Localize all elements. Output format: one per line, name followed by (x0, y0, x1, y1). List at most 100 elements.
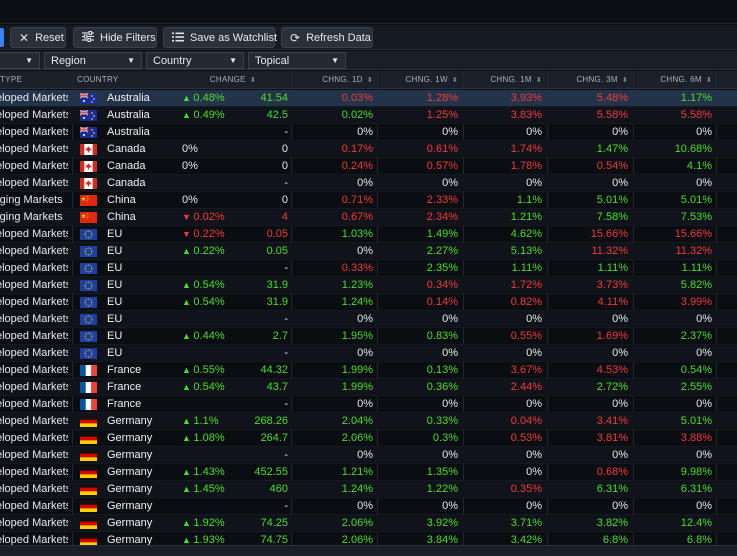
table-row[interactable]: eloped Markets Germany ▲ 1.08% 264.7 2.06% 0.… (0, 430, 737, 447)
germany-flag-icon (80, 501, 97, 512)
table-row[interactable]: eloped Markets EU ▲ 0.22% 0.05 0% 2.27% 5.13% 1… (0, 243, 737, 260)
arrow-up-icon: ▲ (182, 365, 194, 375)
column-header-chng-6m[interactable]: CHNG. 6M ⬍ (660, 75, 712, 84)
column-header-chng-1w[interactable]: CHNG. 1W ⬍ (405, 75, 458, 84)
chng-6m-cell: 7.53% (680, 211, 712, 223)
change-percent-cell: ▲ 1.43% (182, 464, 242, 481)
change-percent-cell: ▲ 0.22% (182, 243, 242, 260)
hide-filters-label: Hide Filters (100, 31, 156, 44)
chng-1w-cell: 0.13% (426, 364, 458, 376)
type-cell: eloped Markets (0, 279, 68, 291)
chng-6m-cell: 5.01% (680, 415, 712, 427)
table-row[interactable]: eloped Markets Canada 0% 0 0.17% 0.61% 1.74% 1.… (0, 141, 737, 158)
table-row[interactable]: eloped Markets Canada - 0% 0% 0% 0% 0% (0, 175, 737, 192)
table-row[interactable]: eloped Markets EU ▲ 0.54% 31.9 1.23% 0.34% 1.7… (0, 277, 737, 294)
table-row[interactable]: eloped Markets Germany ▲ 1.43% 452.55 1.21% 1… (0, 464, 737, 481)
table-row[interactable]: eloped Markets Germany ▲ 1.1% 268.26 2.04% 0.… (0, 413, 737, 430)
chng-1w-cell: 0.33% (426, 415, 458, 427)
table-row[interactable]: eloped Markets Germany - 0% 0% 0% 0% 0% (0, 447, 737, 464)
table-row[interactable]: eloped Markets Australia ▲ 0.48% 41.54 0.03%… (0, 90, 737, 107)
country-filter-select[interactable]: Country ▼ (146, 52, 244, 69)
table-row[interactable]: eloped Markets EU - 0% 0% 0% 0% 0% (0, 311, 737, 328)
region-filter-select[interactable]: Region ▼ (44, 52, 142, 69)
region-filter-label: Region (51, 54, 86, 67)
chng-1d-cell: 1.21% (341, 466, 373, 478)
table-row[interactable]: eloped Markets Germany ▲ 1.45% 460 1.24% 1.22… (0, 481, 737, 498)
type-cell: eloped Markets (0, 364, 68, 376)
table-row[interactable]: eloped Markets Australia - 0% 0% 0% 0% 0% (0, 124, 737, 141)
top-strip (0, 0, 737, 24)
canada-flag-icon (80, 161, 97, 172)
chng-1w-cell: 0.14% (426, 296, 458, 308)
chng-3m-cell: 5.48% (596, 92, 628, 104)
change-percent-cell: ▲ 0.54% (182, 277, 242, 294)
table-row[interactable]: eloped Markets EU ▲ 0.44% 2.7 1.95% 0.83% 0.55… (0, 328, 737, 345)
save-watchlist-button[interactable]: Save as Watchlist (163, 27, 277, 48)
chng-1d-cell: 0.17% (341, 143, 373, 155)
china-flag-icon (80, 212, 97, 223)
chng-1m-cell: 3.67% (510, 364, 542, 376)
table-row[interactable]: eloped Markets France ▲ 0.54% 43.7 1.99% 0.36… (0, 379, 737, 396)
type-filter-select[interactable]: ▼ (0, 52, 40, 69)
country-cell: EU (107, 279, 123, 291)
change-percent-cell (182, 311, 242, 328)
refresh-data-button[interactable]: ⟳ Refresh Data (281, 27, 373, 48)
chng-1d-cell: 0% (357, 126, 373, 138)
country-cell: Germany (107, 517, 153, 529)
arrow-up-icon: ▲ (182, 246, 194, 256)
chng-1d-cell: 0% (357, 177, 373, 189)
chng-6m-cell: 1.17% (680, 92, 712, 104)
column-header-type[interactable]: TYPE (0, 75, 23, 84)
chng-1d-cell: 1.24% (341, 296, 373, 308)
table-row[interactable]: eloped Markets EU - 0.33% 2.35% 1.11% 1.11% 1.1… (0, 260, 737, 277)
type-cell: eloped Markets (0, 313, 68, 325)
table-row[interactable]: eloped Markets EU ▼ 0.22% 0.05 1.03% 1.49% 4.6… (0, 226, 737, 243)
hide-filters-button[interactable]: Hide Filters (73, 27, 157, 48)
column-header-chng-1m[interactable]: CHNG. 1M ⬍ (490, 75, 542, 84)
arrow-up-icon: ▲ (182, 518, 194, 528)
change-percent-cell: ▼ 0.02% (182, 209, 242, 226)
reset-button[interactable]: ✕ Reset (10, 27, 66, 48)
type-cell: eloped Markets (0, 245, 68, 257)
table-row[interactable]: eloped Markets Germany ▲ 1.93% 74.75 2.06% 3.… (0, 532, 737, 545)
change-value-cell: 268.26 (254, 415, 288, 427)
table-row[interactable]: eloped Markets EU - 0% 0% 0% 0% 0% (0, 345, 737, 362)
column-header-country[interactable]: COUNTRY (77, 75, 119, 84)
chng-3m-cell: 0.54% (596, 160, 628, 172)
column-header-change[interactable]: CHANGE ⬍ (209, 75, 256, 84)
chng-3m-cell: 6.31% (596, 483, 628, 495)
table-row[interactable]: eloped Markets EU ▲ 0.54% 31.9 1.24% 0.14% 0.8… (0, 294, 737, 311)
horizontal-scrollbar[interactable] (0, 545, 737, 556)
chng-3m-cell: 5.01% (596, 194, 628, 206)
change-value-cell: - (284, 262, 288, 274)
type-cell: eloped Markets (0, 109, 68, 121)
eu-flag-icon (80, 348, 97, 359)
change-value-cell: 74.75 (260, 534, 288, 545)
chng-6m-cell: 0% (696, 449, 712, 461)
chng-6m-cell: 5.01% (680, 194, 712, 206)
table-row[interactable]: eloped Markets France - 0% 0% 0% 0% 0% (0, 396, 737, 413)
table-row[interactable]: rging Markets China ▼ 0.02% 4 0.67% 2.34% 1.21… (0, 209, 737, 226)
table-row[interactable]: eloped Markets Canada 0% 0 0.24% 0.57% 1.78% 0.… (0, 158, 737, 175)
chng-1m-cell: 0% (526, 466, 542, 478)
change-value-cell: 0 (281, 194, 288, 206)
table-row[interactable]: eloped Markets Australia ▲ 0.49% 42.5 0.02% 1… (0, 107, 737, 124)
chng-6m-cell: 0% (696, 398, 712, 410)
country-cell: Germany (107, 483, 153, 495)
arrow-up-icon: ▲ (182, 416, 194, 426)
table-row[interactable]: eloped Markets France ▲ 0.55% 44.32 1.99% 0.1… (0, 362, 737, 379)
table-row[interactable]: eloped Markets Germany ▲ 1.92% 74.25 2.06% 3.… (0, 515, 737, 532)
chng-1m-cell: 0% (526, 398, 542, 410)
topical-filter-label: Topical (255, 54, 290, 67)
type-cell: eloped Markets (0, 160, 68, 172)
column-header-chng-3m[interactable]: CHNG. 3M ⬍ (576, 75, 628, 84)
topical-filter-select[interactable]: Topical ▼ (248, 52, 346, 69)
table-row[interactable]: rging Markets China 0% 0 0.71% 2.33% 1.1% 5.01%… (0, 192, 737, 209)
table-row[interactable]: eloped Markets Germany - 0% 0% 0% 0% 0% (0, 498, 737, 515)
country-cell: EU (107, 330, 123, 342)
chng-1m-cell: 2.44% (510, 381, 542, 393)
column-header-chng-1d[interactable]: CHNG. 1D ⬍ (322, 75, 373, 84)
chng-1w-cell: 1.35% (426, 466, 458, 478)
type-cell: rging Markets (0, 211, 63, 223)
chng-6m-cell: 3.88% (680, 432, 712, 444)
